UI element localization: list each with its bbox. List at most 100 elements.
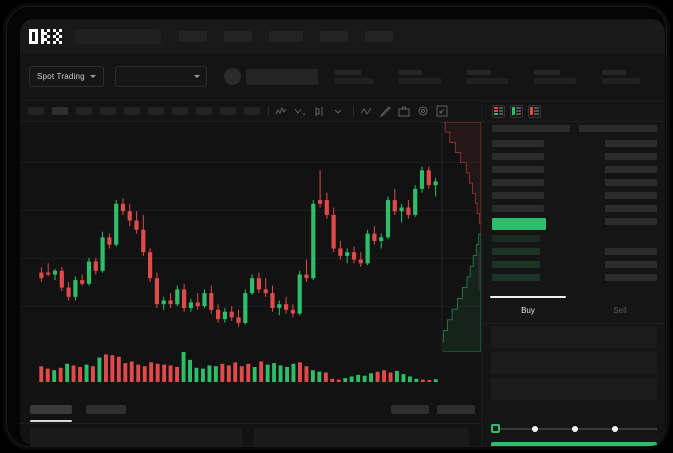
table-row[interactable] bbox=[605, 153, 657, 160]
orderbook-panel: Buy Sell bbox=[481, 101, 665, 446]
table-row[interactable] bbox=[605, 218, 657, 225]
active-tab-underline bbox=[30, 420, 72, 422]
chart-tab-1[interactable] bbox=[30, 405, 72, 414]
gridline bbox=[20, 210, 481, 211]
submit-order-button[interactable] bbox=[491, 442, 657, 446]
tab-sell[interactable]: Sell bbox=[574, 297, 665, 323]
trading-mode-label: Spot Trading bbox=[37, 72, 85, 81]
market-stat-label bbox=[601, 69, 626, 75]
indicator-icon[interactable] bbox=[275, 105, 288, 118]
nav-link-4[interactable] bbox=[320, 30, 348, 42]
table-row[interactable] bbox=[492, 140, 544, 147]
slider-step-25[interactable] bbox=[532, 425, 538, 432]
gridline bbox=[20, 306, 481, 307]
nav-link-1[interactable] bbox=[179, 30, 207, 42]
chevron-down-icon bbox=[89, 75, 96, 78]
timeframe-button-2[interactable] bbox=[52, 107, 68, 115]
table-row[interactable] bbox=[492, 274, 540, 281]
nav-link-5[interactable] bbox=[365, 30, 393, 42]
timeframe-button-4[interactable] bbox=[100, 107, 116, 115]
market-stat-label bbox=[533, 69, 560, 75]
order-form-tabs: Buy Sell bbox=[482, 296, 665, 324]
order-amount-slider[interactable] bbox=[491, 423, 657, 435]
camera-icon[interactable] bbox=[398, 105, 411, 118]
table-row[interactable] bbox=[492, 192, 544, 199]
depth-chart-overlay bbox=[438, 122, 481, 352]
search-input[interactable] bbox=[75, 28, 161, 44]
chart-action-2[interactable] bbox=[437, 405, 475, 414]
market-stat-label bbox=[398, 69, 422, 75]
line-chart-icon[interactable] bbox=[360, 105, 373, 118]
chevron-down-icon[interactable] bbox=[332, 105, 345, 118]
bottom-panel-left[interactable] bbox=[30, 428, 242, 446]
slider-handle[interactable] bbox=[491, 424, 500, 433]
scrollbar[interactable] bbox=[478, 251, 480, 291]
orderbook-asks-layout-button[interactable] bbox=[528, 104, 541, 118]
market-stat-value bbox=[334, 77, 373, 84]
tab-sell-label: Sell bbox=[613, 305, 627, 315]
nav-link-2[interactable] bbox=[224, 30, 252, 42]
bottom-panel-right[interactable] bbox=[254, 428, 469, 446]
order-field-2[interactable] bbox=[491, 352, 657, 374]
chart-toolbar bbox=[20, 101, 481, 122]
orderbook-rows[interactable] bbox=[482, 122, 665, 297]
last-price-value bbox=[245, 68, 318, 85]
table-row[interactable] bbox=[605, 248, 657, 255]
orderbook-bids-layout-button[interactable] bbox=[510, 104, 523, 118]
timeframe-button-3[interactable] bbox=[76, 107, 92, 115]
orderbook-header-left bbox=[492, 125, 570, 132]
volume-series bbox=[39, 352, 438, 382]
compare-icon[interactable] bbox=[294, 105, 307, 118]
table-row[interactable] bbox=[492, 205, 544, 212]
trading-mode-selector[interactable]: Spot Trading bbox=[29, 66, 104, 87]
timeframe-button-10[interactable] bbox=[244, 107, 260, 115]
table-row[interactable] bbox=[605, 192, 657, 199]
pair-selector[interactable] bbox=[114, 66, 207, 87]
bottom-panels bbox=[20, 424, 481, 446]
table-row[interactable] bbox=[605, 140, 657, 147]
settings-gear-icon[interactable] bbox=[417, 105, 430, 118]
candle-type-icon[interactable] bbox=[313, 105, 326, 118]
timeframe-button-5[interactable] bbox=[124, 107, 140, 115]
table-row[interactable] bbox=[492, 248, 540, 255]
depth-area-series bbox=[441, 122, 481, 352]
timeframe-button-9[interactable] bbox=[220, 107, 236, 115]
slider-step-50[interactable] bbox=[572, 425, 578, 432]
table-row[interactable] bbox=[605, 261, 657, 268]
orderbook-spread-row[interactable] bbox=[492, 218, 546, 230]
order-field-1[interactable] bbox=[491, 326, 657, 348]
chart-tab-2[interactable] bbox=[86, 405, 126, 414]
timeframe-button-8[interactable] bbox=[196, 107, 212, 115]
table-row[interactable] bbox=[492, 153, 544, 160]
top-navigation-bar bbox=[20, 19, 665, 53]
candlestick-series bbox=[39, 166, 438, 327]
chart-action-1[interactable] bbox=[391, 405, 429, 414]
table-row[interactable] bbox=[492, 166, 544, 173]
timeframe-button-7[interactable] bbox=[172, 107, 188, 115]
avatar bbox=[223, 68, 241, 85]
market-stat-label bbox=[466, 69, 491, 75]
table-row[interactable] bbox=[492, 261, 540, 268]
table-row[interactable] bbox=[605, 274, 657, 281]
table-row[interactable] bbox=[605, 205, 657, 212]
nav-link-3[interactable] bbox=[269, 30, 303, 42]
toolbar-separator bbox=[353, 106, 354, 116]
table-row[interactable] bbox=[605, 166, 657, 173]
table-row[interactable] bbox=[605, 179, 657, 186]
slider-step-75[interactable] bbox=[612, 425, 618, 432]
timeframe-button-6[interactable] bbox=[148, 107, 164, 115]
orderbook-header-right bbox=[579, 125, 657, 132]
price-chart[interactable] bbox=[20, 122, 481, 352]
okx-logo[interactable] bbox=[29, 28, 62, 44]
drawing-pencil-icon[interactable] bbox=[379, 105, 392, 118]
timeframe-button-1[interactable] bbox=[28, 107, 44, 115]
market-stat-5 bbox=[601, 69, 640, 84]
market-stat-4 bbox=[533, 69, 576, 84]
fullscreen-icon[interactable] bbox=[436, 105, 449, 118]
order-form bbox=[482, 324, 665, 420]
orderbook-both-layout-button[interactable] bbox=[492, 104, 505, 118]
table-row[interactable] bbox=[492, 179, 544, 186]
table-row[interactable] bbox=[492, 235, 540, 242]
order-field-3[interactable] bbox=[491, 378, 657, 400]
tab-buy[interactable]: Buy bbox=[482, 296, 574, 323]
